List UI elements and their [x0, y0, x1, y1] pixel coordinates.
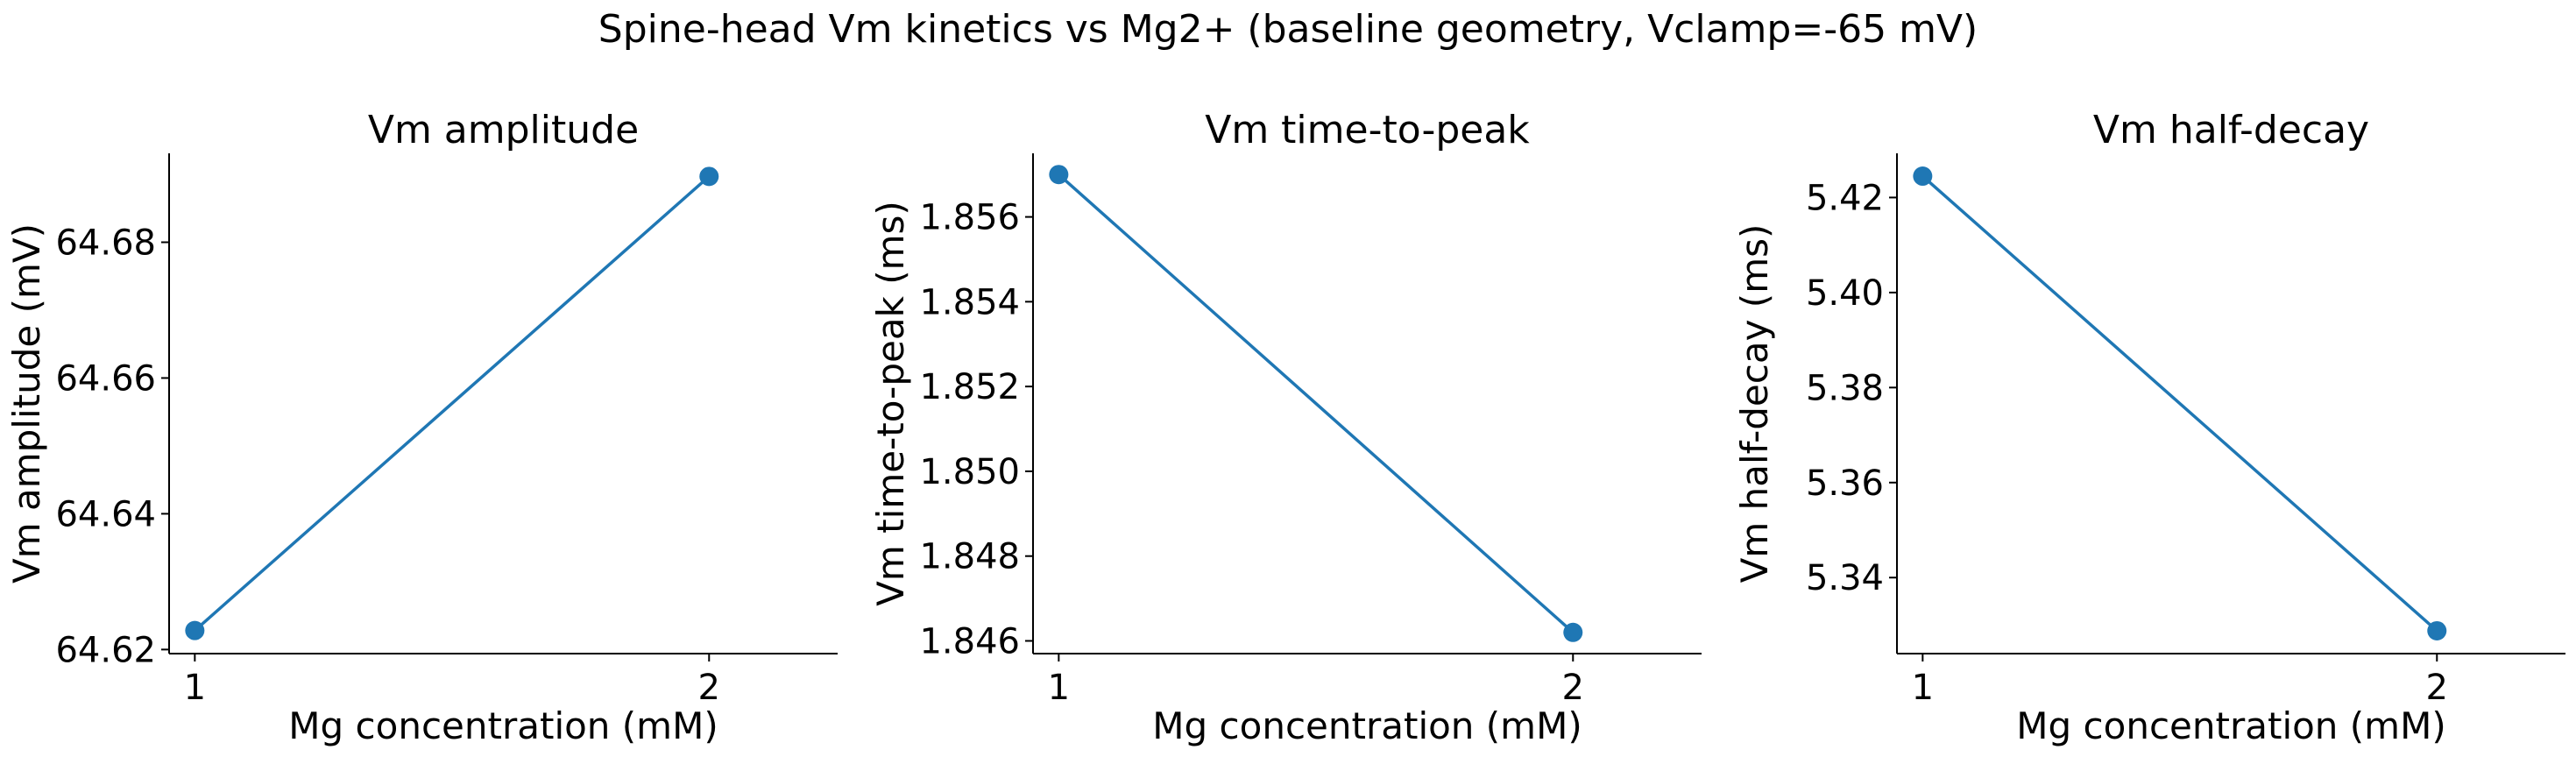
y-tick-label: 64.68 [55, 223, 156, 263]
x-tick-label: 1 [1912, 668, 1934, 708]
x-tick-label: 1 [184, 668, 206, 708]
x-tick-label: 2 [2426, 668, 2448, 708]
data-point [699, 166, 719, 187]
x-axis-label: Mg concentration (mM) [1152, 704, 1582, 747]
x-axis-label: Mg concentration (mM) [288, 704, 718, 747]
x-tick-label: 1 [1048, 668, 1070, 708]
y-tick-label: 5.40 [1806, 273, 1884, 314]
data-point [1563, 622, 1583, 642]
data-point [185, 620, 205, 640]
y-tick-label: 1.848 [919, 537, 1020, 577]
y-tick-label: 64.66 [55, 358, 156, 399]
panel-vm-amplitude: Vm amplitude 64.62 64.64 64.66 64.68 1 2Mg con… [5, 108, 838, 747]
y-tick-label: 5.42 [1806, 178, 1884, 218]
panel-vm-time-to-peak: Vm time-to-peak 1.846 1.848 1.850 1.852 1.854… [869, 108, 1702, 747]
y-tick-label: 1.846 [919, 621, 1020, 661]
panel-vm-half-decay: Vm half-decay 5.34 5.36 5.38 5.40 5.42 1 2Mg co… [1733, 108, 2565, 747]
y-tick-label: 1.856 [919, 198, 1020, 238]
y-tick-label: 1.854 [919, 282, 1020, 322]
y-axis-label: Vm amplitude (mV) [5, 223, 48, 584]
y-tick-label: 64.62 [55, 630, 156, 670]
y-tick-label: 64.64 [55, 494, 156, 534]
panel-title: Vm time-to-peak [1205, 108, 1530, 152]
x-tick-label: 2 [698, 668, 720, 708]
y-tick-label: 5.38 [1806, 368, 1884, 408]
y-axis-label: Vm half-decay (ms) [1733, 224, 1776, 584]
x-tick-label: 2 [1562, 668, 1584, 708]
panel-title: Vm half-decay [2093, 108, 2369, 152]
y-tick-label: 5.36 [1806, 463, 1884, 504]
series-line [1058, 173, 1575, 634]
data-point [2427, 620, 2447, 640]
x-axis-label: Mg concentration (mM) [2016, 704, 2445, 747]
panel-title: Vm amplitude [368, 108, 639, 152]
y-tick-label: 1.852 [919, 367, 1020, 407]
data-point [1049, 165, 1069, 185]
figure-title: Spine-head Vm kinetics vs Mg2+ (baseline… [598, 7, 1978, 52]
data-point [1913, 166, 1933, 187]
y-axis-label: Vm time-to-peak (ms) [869, 201, 912, 606]
y-tick-label: 5.34 [1806, 558, 1884, 598]
series-line [1921, 174, 2438, 633]
y-tick-label: 1.850 [919, 452, 1020, 492]
series-line [194, 175, 711, 632]
